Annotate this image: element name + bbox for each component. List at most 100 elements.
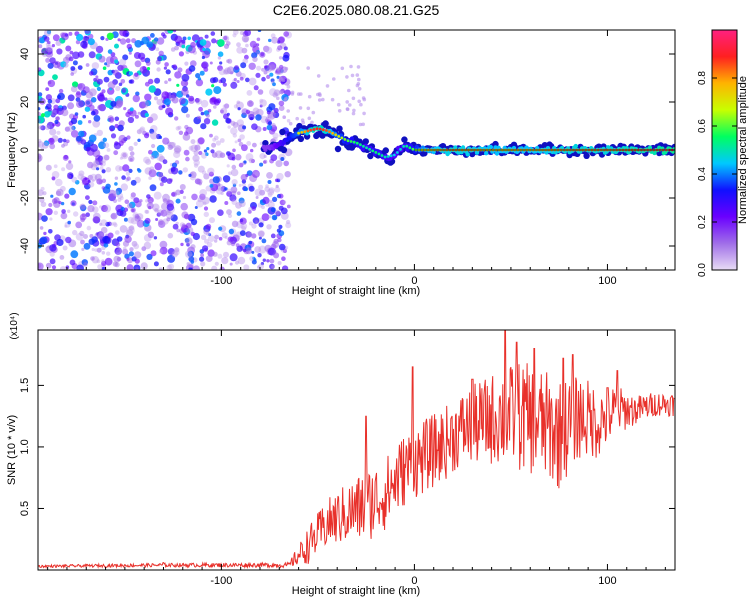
noise-point bbox=[139, 66, 148, 74]
noise-point bbox=[45, 164, 52, 171]
noise-point bbox=[223, 113, 229, 120]
noise-point bbox=[240, 223, 248, 230]
y-tick-label: 20 bbox=[19, 96, 31, 108]
noise-point bbox=[101, 169, 106, 174]
noise-point bbox=[137, 169, 142, 173]
noise-point bbox=[110, 100, 117, 107]
noise-point bbox=[178, 130, 184, 135]
noise-point bbox=[245, 77, 250, 83]
noise-point bbox=[182, 36, 187, 41]
noise-point bbox=[200, 123, 207, 130]
noise-point bbox=[230, 127, 238, 135]
noise-point bbox=[79, 203, 86, 210]
noise-point bbox=[217, 56, 222, 60]
noise-point bbox=[226, 240, 232, 246]
noise-point bbox=[133, 141, 138, 146]
noise-point bbox=[260, 115, 268, 124]
noise-point bbox=[110, 212, 118, 220]
noise-point bbox=[271, 122, 275, 127]
noise-point bbox=[286, 204, 291, 209]
noise-point bbox=[243, 264, 250, 270]
noise-point bbox=[212, 137, 217, 142]
noise-point bbox=[194, 144, 201, 151]
noise-point bbox=[230, 241, 236, 247]
noise-point bbox=[72, 229, 78, 236]
noise-point bbox=[156, 37, 165, 45]
noise-point bbox=[203, 67, 209, 72]
ridge-point bbox=[371, 149, 375, 153]
noise-point bbox=[68, 187, 76, 196]
noise-point bbox=[169, 112, 173, 116]
y-tick-label: 40 bbox=[19, 48, 31, 60]
ridge-point bbox=[322, 120, 329, 127]
noise-point bbox=[120, 151, 129, 160]
noise-point bbox=[127, 257, 134, 264]
noise-point bbox=[181, 73, 190, 82]
noise-point bbox=[231, 199, 238, 205]
noise-point bbox=[242, 125, 247, 130]
noise-point bbox=[168, 263, 175, 270]
noise-point bbox=[295, 116, 300, 121]
noise-point bbox=[239, 218, 244, 223]
noise-point bbox=[227, 125, 231, 129]
noise-point bbox=[264, 186, 271, 192]
noise-point bbox=[100, 219, 108, 227]
noise-point bbox=[361, 122, 366, 127]
noise-point bbox=[202, 47, 206, 52]
noise-point bbox=[275, 68, 282, 74]
noise-point bbox=[298, 106, 303, 110]
noise-point bbox=[220, 109, 224, 114]
noise-point bbox=[263, 160, 267, 164]
noise-point bbox=[218, 236, 223, 241]
snr-panel: -100 0 100 0.5 1.0 1.5 (x10⁴) Height of stra… bbox=[6, 312, 676, 597]
noise-point bbox=[276, 75, 280, 79]
noise-point bbox=[107, 49, 113, 54]
noise-point bbox=[114, 176, 119, 180]
noise-point bbox=[56, 130, 61, 135]
noise-point bbox=[49, 217, 53, 221]
noise-point bbox=[261, 76, 266, 82]
noise-point bbox=[311, 110, 316, 115]
noise-point bbox=[158, 172, 164, 177]
noise-point bbox=[187, 250, 195, 258]
noise-point bbox=[147, 116, 154, 124]
noise-point bbox=[89, 234, 94, 238]
noise-point bbox=[132, 94, 140, 103]
noise-point bbox=[251, 233, 257, 239]
noise-point bbox=[122, 152, 127, 158]
noise-point bbox=[129, 151, 135, 156]
noise-point bbox=[193, 150, 199, 156]
noise-point bbox=[203, 118, 211, 125]
noise-point bbox=[164, 91, 169, 96]
noise-point bbox=[87, 205, 95, 213]
noise-point bbox=[244, 187, 248, 192]
noise-point bbox=[143, 241, 152, 250]
ridge-point bbox=[303, 130, 307, 134]
noise-point bbox=[279, 64, 284, 70]
noise-point bbox=[69, 50, 74, 55]
noise-point bbox=[107, 87, 115, 95]
noise-point bbox=[48, 229, 53, 234]
noise-point bbox=[156, 212, 161, 217]
noise-point bbox=[108, 116, 115, 123]
noise-point bbox=[188, 65, 196, 72]
noise-point bbox=[39, 197, 45, 203]
noise-point bbox=[62, 154, 69, 161]
noise-point bbox=[269, 258, 275, 264]
noise-point bbox=[134, 258, 140, 264]
noise-point bbox=[162, 198, 168, 204]
ridge-point bbox=[401, 136, 408, 143]
noise-point bbox=[226, 188, 231, 193]
noise-point bbox=[345, 100, 350, 104]
noise-point bbox=[249, 117, 254, 121]
noise-point bbox=[258, 245, 267, 254]
noise-point bbox=[136, 219, 145, 228]
noise-point bbox=[211, 152, 218, 158]
noise-point bbox=[270, 78, 275, 83]
noise-point bbox=[209, 97, 215, 103]
noise-point bbox=[113, 142, 121, 150]
noise-point bbox=[156, 67, 161, 72]
noise-point bbox=[60, 61, 67, 68]
noise-point bbox=[38, 155, 42, 163]
noise-point bbox=[203, 206, 209, 211]
